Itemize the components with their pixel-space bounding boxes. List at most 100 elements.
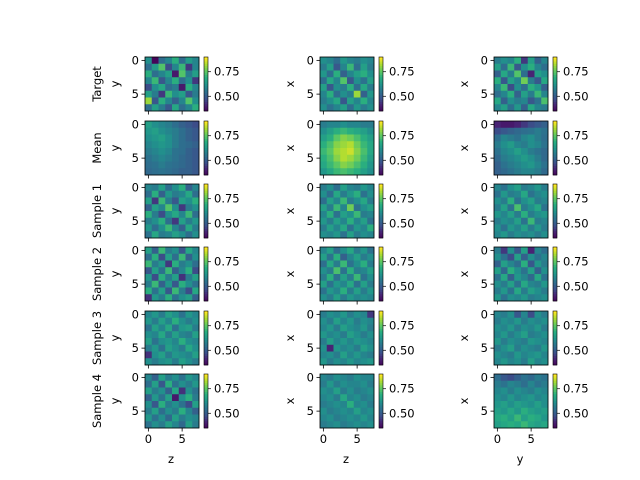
heatmap-cell — [320, 204, 328, 212]
heatmap-cell — [145, 127, 153, 135]
heatmap-cell — [165, 97, 173, 105]
colorbar-tick-label: 0.75 — [563, 65, 589, 79]
heatmap-cell — [527, 351, 535, 359]
heatmap-cell — [514, 317, 522, 325]
heatmap-cell — [151, 84, 159, 92]
heatmap-cell — [158, 274, 166, 282]
heatmap-cell — [151, 161, 159, 169]
colorbar-tick-label: 0.75 — [214, 255, 240, 269]
heatmap-cell — [347, 63, 355, 71]
heatmap-cell — [178, 280, 186, 288]
heatmap-cell — [326, 77, 334, 85]
heatmap-cell — [145, 63, 153, 71]
heatmap-cell — [353, 204, 361, 212]
colorbar-segment — [379, 280, 383, 284]
heatmap-cell — [151, 134, 159, 142]
heatmap-cell — [333, 380, 341, 388]
heatmap-cell — [340, 134, 348, 142]
heatmap-cell — [494, 287, 502, 295]
heatmap-cell — [165, 394, 173, 402]
colorbar-segment — [204, 93, 208, 96]
heatmap-cell — [534, 217, 542, 225]
heatmap-cell — [158, 380, 166, 388]
heatmap-cell — [507, 324, 515, 332]
colorbar-segment — [553, 184, 557, 187]
heatmap-panel — [141, 183, 211, 242]
heatmap-cell — [527, 197, 535, 205]
heatmap-cell — [353, 231, 361, 239]
heatmap-cell — [145, 57, 153, 65]
heatmap-cell — [347, 204, 355, 212]
colorbar-frame — [552, 120, 558, 176]
y-axis-label: x — [283, 80, 297, 87]
heatmap-cell — [507, 287, 515, 295]
heatmap-cell — [514, 217, 522, 225]
heatmap-cell — [367, 134, 375, 142]
heatmap-cell — [353, 90, 361, 98]
heatmap-cell — [534, 421, 542, 429]
heatmap-cell — [151, 253, 159, 261]
heatmap-cell — [320, 190, 328, 198]
heatmap-cell — [541, 127, 549, 135]
colorbar-segment — [553, 233, 557, 237]
heatmap-cell — [145, 90, 153, 98]
heatmap-cell — [326, 70, 334, 78]
colorbar-segment — [204, 106, 208, 110]
y-tick-label: 0 — [132, 243, 139, 257]
colorbar-segment — [379, 84, 383, 87]
colorbar-segment — [204, 292, 208, 295]
heatmap-cell — [507, 204, 515, 212]
heatmap-cell — [333, 104, 341, 112]
colorbar-segment — [553, 123, 557, 126]
heatmap-cell — [340, 287, 348, 295]
heatmap-cell — [360, 351, 368, 359]
heatmap-cell — [367, 407, 375, 415]
heatmap-cell — [165, 197, 173, 205]
heatmap-cell — [367, 247, 375, 255]
heatmap-cell — [527, 414, 535, 422]
heatmap-cell — [192, 331, 200, 339]
heatmap-cell — [172, 127, 180, 135]
heatmap-cell — [541, 380, 549, 388]
heatmap-cell — [333, 70, 341, 78]
heatmap-cell — [360, 274, 368, 282]
heatmap-cell — [541, 57, 549, 65]
heatmap-cell — [151, 224, 159, 232]
heatmap-cell — [151, 414, 159, 422]
y-tick-label: 5 — [132, 277, 139, 291]
heatmap-cell — [333, 324, 341, 332]
heatmap-cell — [347, 324, 355, 332]
heatmap-cell — [534, 184, 542, 192]
colorbar-segment — [379, 229, 383, 232]
colorbar-segment — [553, 130, 557, 133]
heatmap-cell — [320, 121, 328, 129]
heatmap-cell — [507, 380, 515, 388]
heatmap-cell — [527, 211, 535, 219]
heatmap-cell — [192, 217, 200, 225]
heatmap-cell — [340, 247, 348, 255]
heatmap-cell — [347, 380, 355, 388]
heatmap-cell — [320, 414, 328, 422]
heatmap-cell — [514, 134, 522, 142]
colorbar-segment — [553, 139, 557, 142]
colorbar-tick-label: 0.50 — [563, 406, 589, 420]
colorbar-segment — [379, 66, 383, 69]
heatmap-cell — [534, 104, 542, 112]
heatmap-cell — [353, 121, 361, 129]
heatmap-cell — [172, 148, 180, 156]
heatmap-cell — [367, 274, 375, 282]
heatmap-cell — [507, 84, 515, 92]
colorbar-segment — [204, 130, 208, 133]
heatmap-cell — [494, 311, 502, 319]
heatmap-cell — [165, 134, 173, 142]
colorbar-segment — [379, 419, 383, 422]
heatmap-cell — [353, 394, 361, 402]
colorbar-segment — [379, 235, 383, 239]
heatmap-cell — [353, 104, 361, 112]
colorbar-segment — [379, 317, 383, 321]
heatmap-cell — [151, 104, 159, 112]
heatmap-cell — [172, 394, 180, 402]
heatmap-cell — [151, 374, 159, 382]
heatmap-cell — [353, 324, 361, 332]
heatmap-cell — [320, 184, 328, 192]
